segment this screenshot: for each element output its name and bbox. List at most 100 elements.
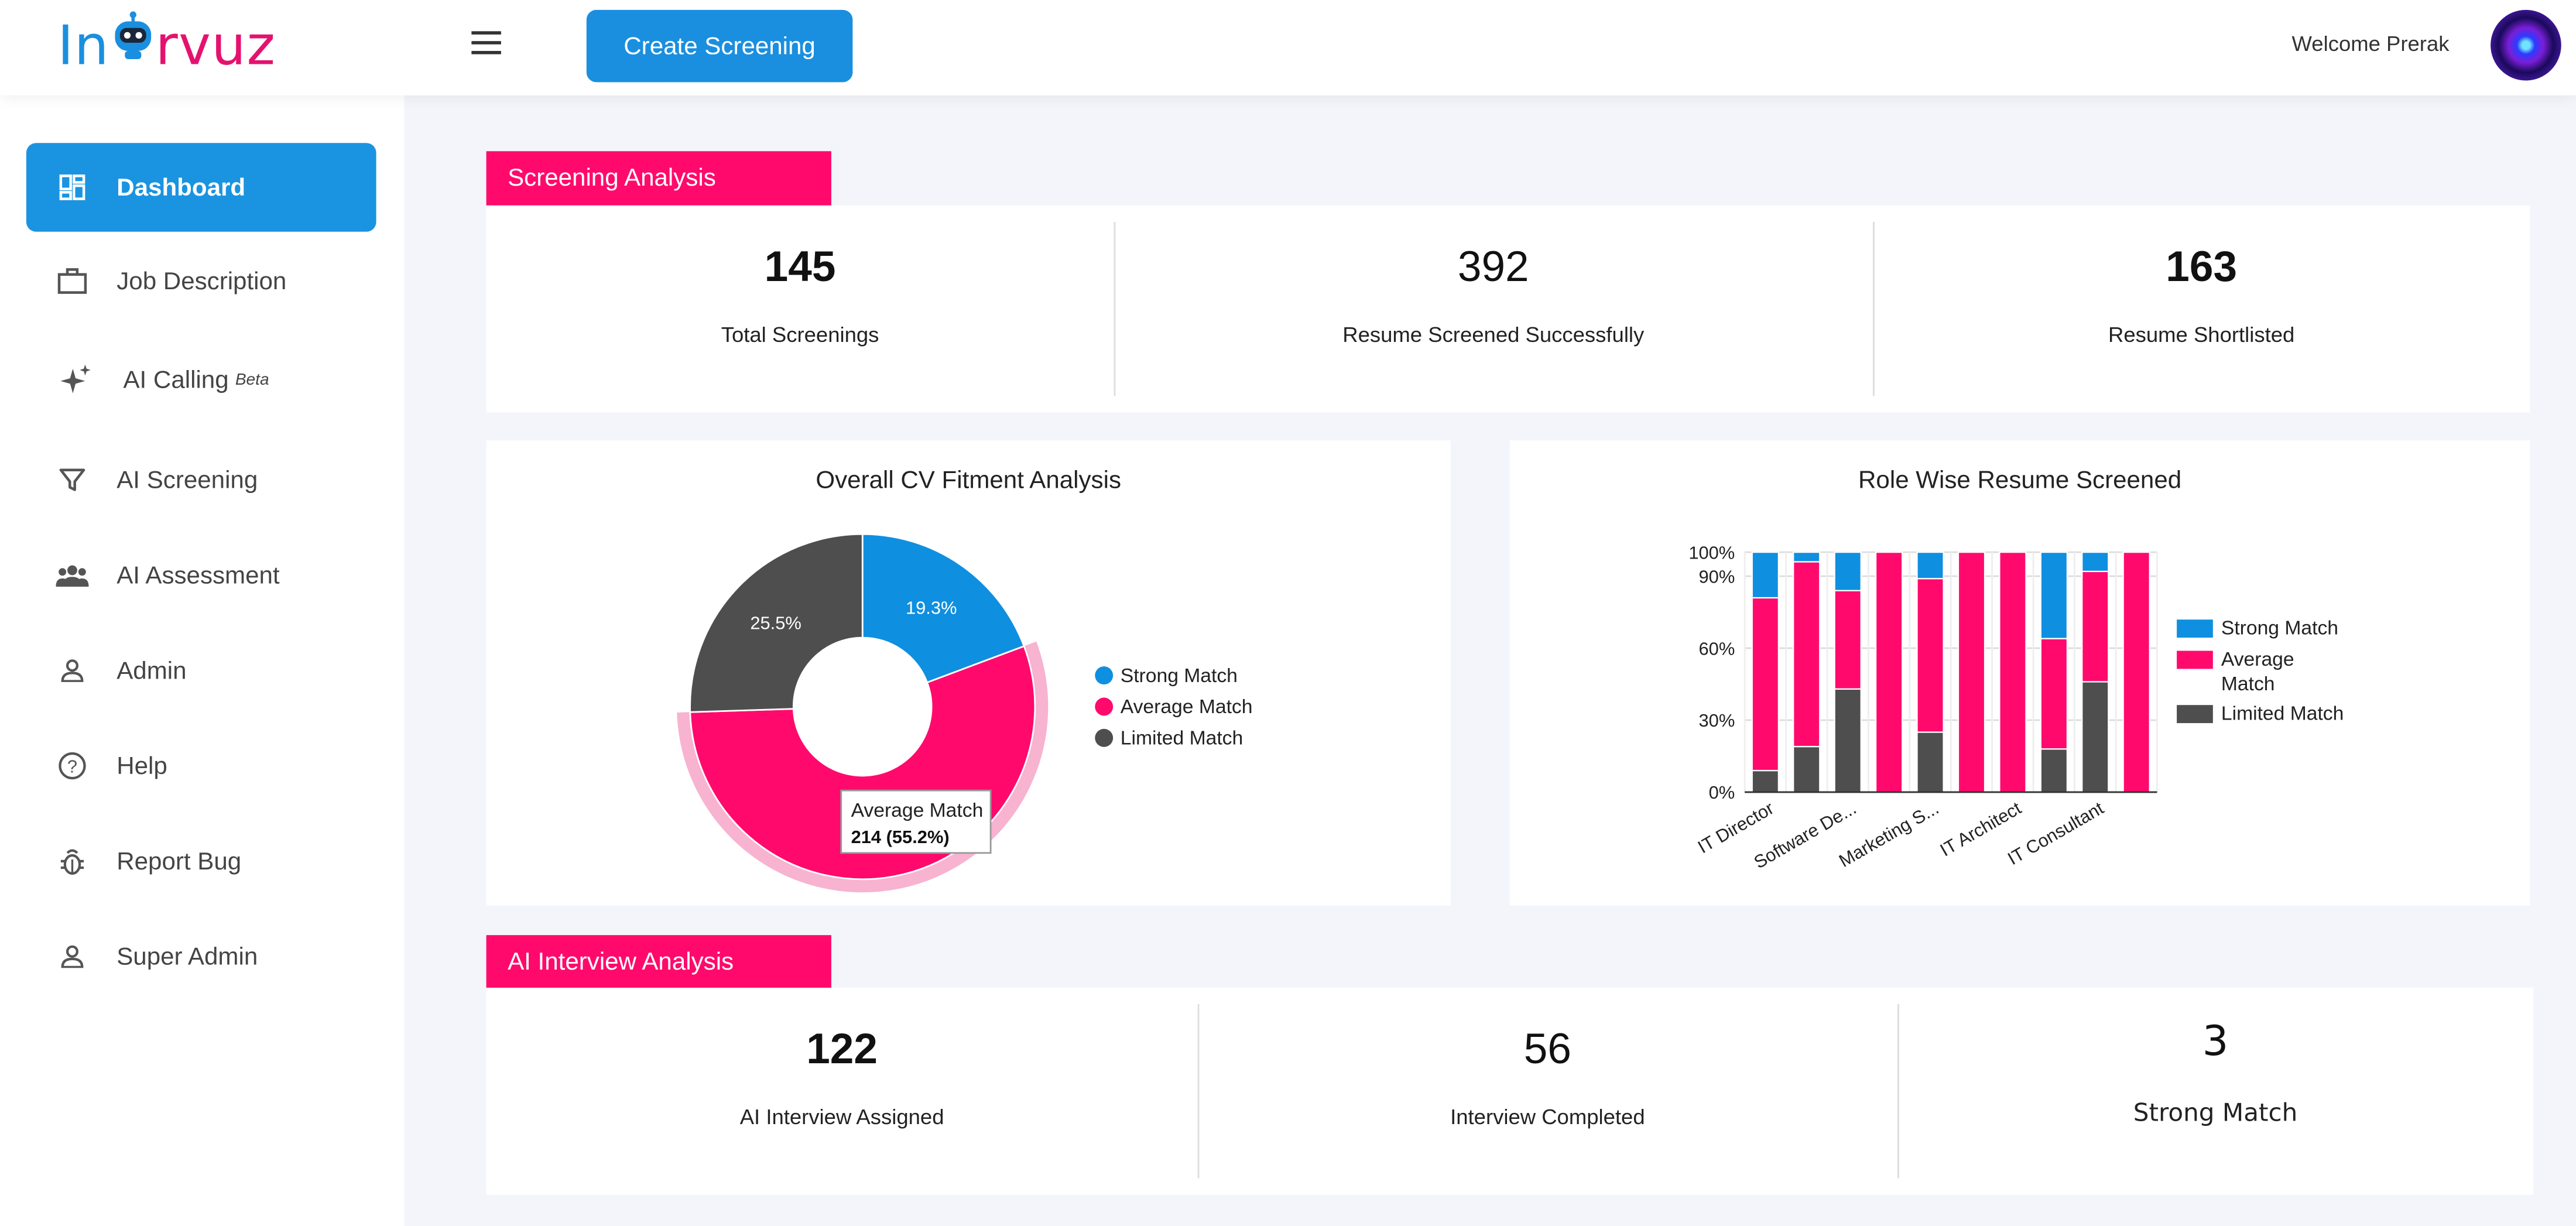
bar-segment-average-match[interactable] (1957, 552, 1986, 793)
stat-total-screenings: 145 Total Screenings (487, 242, 1114, 347)
sidebar-item-report-bug[interactable]: Report Bug (26, 817, 376, 906)
legend-label[interactable]: Strong Match (1121, 665, 1238, 687)
bar-segment-strong-match[interactable] (1916, 552, 1944, 580)
legend-label[interactable]: Average Match (2221, 649, 2294, 695)
ai-interview-analysis-label: AI Interview Analysis (486, 935, 831, 989)
sidebar-item-label: AI Assessment (117, 561, 280, 590)
legend-swatch (2177, 705, 2213, 724)
y-tick-label: 60% (1699, 638, 1735, 659)
legend-swatch (1095, 728, 1114, 747)
avatar[interactable] (2491, 9, 2561, 81)
sidebar-item-label: Dashboard (117, 173, 246, 201)
stat-value: 163 (2166, 241, 2238, 291)
legend-label[interactable]: Strong Match (2221, 617, 2338, 639)
stat-value: 392 (1457, 241, 1529, 291)
stat-label: Total Screenings (721, 322, 879, 347)
stat-value: 145 (764, 241, 836, 291)
stat-value: 3 (2202, 1017, 2229, 1065)
y-tick-label: 0% (1709, 782, 1735, 803)
bar-segment-average-match[interactable] (2081, 570, 2109, 683)
bar-segment-average-match[interactable] (2122, 552, 2150, 793)
chart-title: Overall CV Fitment Analysis (816, 467, 1122, 495)
pie-slice-limited-match[interactable] (689, 533, 864, 713)
sidebar-item-job-description[interactable]: Job Description (26, 237, 376, 326)
divider (1872, 221, 1875, 396)
stat-ai-interview-assigned: 122 AI Interview Assigned (487, 1024, 1198, 1129)
sidebar-item-dashboard[interactable]: Dashboard (26, 143, 376, 232)
sidebar-item-label: Job Description (117, 267, 287, 295)
bug-icon (56, 845, 88, 878)
stat-resume-screened: 392 Resume Screened Successfully (1114, 242, 1873, 347)
y-tick-label: 30% (1699, 710, 1735, 731)
bar-segment-limited-match[interactable] (1834, 688, 1862, 793)
sidebar-item-label: AI Calling (123, 365, 229, 394)
app-logo[interactable]: In rvuz (57, 10, 276, 77)
sidebar-item-label: Report Bug (117, 847, 242, 875)
bar-segment-strong-match[interactable] (1751, 552, 1779, 599)
stat-value: 122 (806, 1023, 878, 1073)
legend-swatch (1095, 666, 1114, 685)
bar-segment-average-match[interactable] (2040, 638, 2068, 750)
bar-segment-average-match[interactable] (1916, 578, 1944, 733)
bar-segment-strong-match[interactable] (1834, 552, 1862, 591)
stat-resume-shortlisted: 163 Resume Shortlisted (1873, 242, 2530, 347)
stat-interview-completed: 56 Interview Completed (1198, 1024, 1897, 1129)
stat-label: Strong Match (2133, 1098, 2298, 1128)
sidebar-item-ai-calling[interactable]: AI Calling Beta (26, 335, 376, 424)
stat-strong-match: 3 Strong Match (1897, 1018, 2533, 1128)
welcome-text: Welcome Prerak (2291, 31, 2450, 56)
legend-label[interactable]: Limited Match (1121, 728, 1243, 749)
screening-analysis-label: Screening Analysis (486, 151, 831, 206)
bar-segment-average-match[interactable] (1875, 552, 1903, 793)
legend-swatch (2177, 650, 2213, 669)
pie-data-label: 19.3% (906, 598, 957, 618)
pie-data-label: 25.5% (750, 613, 801, 633)
beta-badge: Beta (235, 370, 269, 389)
bar-segment-limited-match[interactable] (1916, 731, 1944, 793)
bar-segment-strong-match[interactable] (2081, 552, 2109, 573)
chart-title: Role Wise Resume Screened (1858, 467, 2182, 495)
sidebar-item-ai-assessment[interactable]: AI Assessment (26, 531, 376, 620)
sidebar-item-label: AI Screening (117, 465, 258, 494)
divider (1114, 221, 1116, 396)
person-icon (56, 654, 88, 687)
stat-label: Resume Shortlisted (2108, 322, 2295, 347)
menu-toggle-icon[interactable] (471, 31, 501, 57)
sidebar-item-label: Admin (117, 656, 187, 685)
bar-segment-limited-match[interactable] (2040, 748, 2068, 793)
bar-segment-average-match[interactable] (1793, 561, 1821, 748)
bar-segment-average-match[interactable] (1999, 552, 2027, 793)
create-screening-button[interactable]: Create Screening (586, 9, 853, 83)
group-icon (56, 559, 89, 591)
y-tick-label: 90% (1699, 566, 1735, 587)
legend-label[interactable]: Limited Match (2221, 703, 2344, 724)
bar-segment-strong-match[interactable] (2040, 552, 2068, 639)
divider (1197, 1004, 1200, 1179)
bar-segment-strong-match[interactable] (1793, 552, 1821, 563)
role-wise-card: Role Wise Resume Screened 0% 30% 60% 90% 100… (1509, 440, 2530, 906)
sidebar-item-admin[interactable]: Admin (26, 626, 376, 715)
bar-segment-limited-match[interactable] (1793, 745, 1821, 793)
robot-logo-icon (111, 10, 154, 60)
bar-segment-limited-match[interactable] (2081, 681, 2109, 793)
bar-segment-limited-match[interactable] (1751, 769, 1779, 793)
interview-stats-card: 122 AI Interview Assigned 56 Interview C… (486, 987, 2534, 1195)
legend-label[interactable]: Average Match (1121, 696, 1253, 718)
legend-swatch (1095, 697, 1114, 716)
bar-segment-average-match[interactable] (1834, 590, 1862, 690)
pie-slice-strong-match[interactable] (861, 533, 1025, 684)
sidebar-item-ai-screening[interactable]: AI Screening (26, 436, 376, 525)
stat-label: AI Interview Assigned (739, 1104, 944, 1129)
tooltip-title: Average Match (851, 800, 984, 821)
pie-chart: 19.3% 25.5% Strong Match Average Match Limit… (677, 533, 1253, 893)
sidebar-item-help[interactable]: ? Help (26, 721, 376, 810)
sparkle-icon (59, 363, 92, 396)
cv-fitment-card: Overall CV Fitment Analysis 19.3% 25.5% St… (486, 440, 1451, 906)
tooltip-value: 214 (55.2%) (851, 827, 950, 847)
sidebar-item-super-admin[interactable]: Super Admin (26, 912, 376, 1001)
screening-stats-card: 145 Total Screenings 392 Resume Screened… (486, 205, 2530, 413)
stat-value: 56 (1523, 1023, 1571, 1073)
bar-segment-average-match[interactable] (1751, 597, 1779, 772)
stat-label: Interview Completed (1450, 1104, 1645, 1129)
